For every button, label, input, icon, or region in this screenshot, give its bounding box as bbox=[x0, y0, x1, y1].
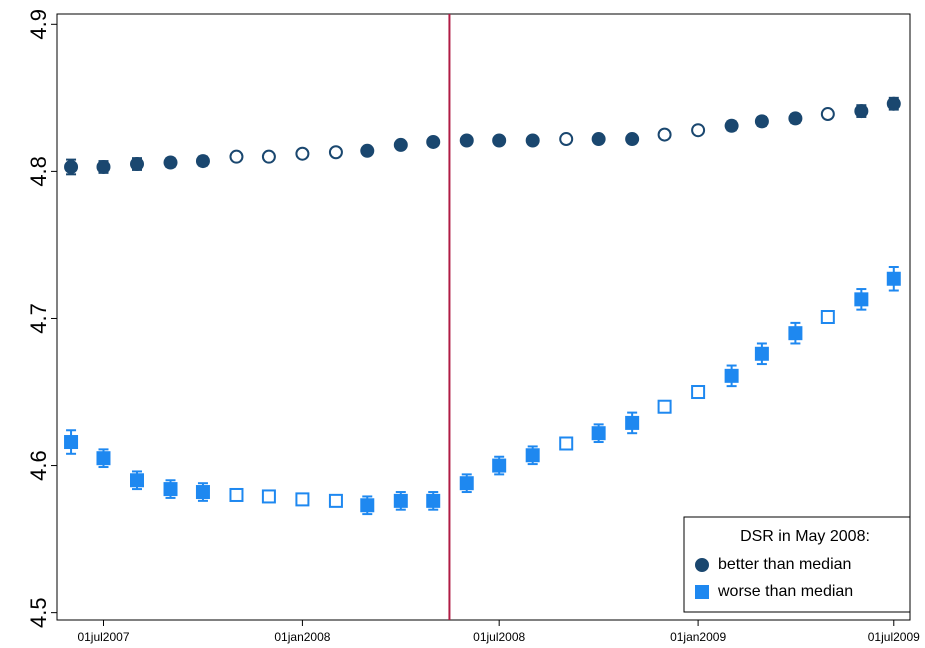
point bbox=[657, 127, 672, 142]
point bbox=[426, 493, 441, 508]
point bbox=[559, 132, 574, 147]
point bbox=[625, 415, 640, 430]
point bbox=[130, 157, 145, 172]
point bbox=[625, 132, 640, 147]
point bbox=[591, 426, 606, 441]
point bbox=[130, 473, 145, 488]
point bbox=[854, 104, 869, 119]
point bbox=[591, 132, 606, 147]
legend-box bbox=[683, 516, 911, 613]
x-tick-label: 01jul2009 bbox=[868, 630, 920, 644]
legend-label: better than median bbox=[718, 556, 851, 573]
point bbox=[328, 493, 343, 508]
y-tick-label: 4.9 bbox=[26, 9, 51, 40]
point bbox=[459, 476, 474, 491]
point bbox=[886, 96, 901, 111]
legend-title: DSR in May 2008: bbox=[740, 528, 870, 545]
point bbox=[261, 489, 276, 504]
point bbox=[195, 154, 210, 169]
plot-frame bbox=[56, 13, 911, 621]
point bbox=[64, 159, 79, 174]
point bbox=[492, 458, 507, 473]
point bbox=[657, 399, 672, 414]
point bbox=[525, 448, 540, 463]
point bbox=[886, 271, 901, 286]
y-tick-label: 4.7 bbox=[26, 303, 51, 334]
point bbox=[691, 385, 706, 400]
point bbox=[492, 133, 507, 148]
point bbox=[229, 487, 244, 502]
point bbox=[195, 485, 210, 500]
point bbox=[788, 326, 803, 341]
point bbox=[261, 149, 276, 164]
point bbox=[328, 145, 343, 160]
y-tick-label: 4.5 bbox=[26, 597, 51, 628]
point bbox=[295, 146, 310, 161]
point bbox=[96, 451, 111, 466]
point bbox=[754, 346, 769, 361]
point bbox=[96, 159, 111, 174]
legend-marker bbox=[695, 585, 709, 599]
point bbox=[229, 149, 244, 164]
y-tick-label: 4.8 bbox=[26, 156, 51, 187]
point bbox=[754, 114, 769, 129]
point bbox=[295, 492, 310, 507]
point bbox=[525, 133, 540, 148]
point bbox=[393, 137, 408, 152]
point bbox=[360, 498, 375, 513]
point bbox=[820, 310, 835, 324]
point bbox=[854, 292, 869, 307]
x-tick-label: 01jan2008 bbox=[274, 630, 330, 644]
x-tick-label: 01jul2008 bbox=[473, 630, 525, 644]
y-tick-label: 4.6 bbox=[26, 450, 51, 481]
x-tick-label: 01jul2007 bbox=[77, 630, 129, 644]
legend-marker bbox=[695, 558, 709, 572]
point bbox=[724, 118, 739, 133]
legend-label: worse than median bbox=[717, 583, 853, 600]
point bbox=[426, 134, 441, 149]
x-tick-label: 01jan2009 bbox=[670, 630, 726, 644]
point bbox=[820, 107, 835, 122]
point bbox=[724, 368, 739, 383]
point bbox=[691, 123, 706, 138]
point bbox=[163, 155, 178, 170]
point bbox=[393, 493, 408, 508]
point bbox=[360, 143, 375, 158]
point bbox=[788, 111, 803, 126]
point bbox=[64, 435, 79, 450]
point bbox=[559, 436, 574, 451]
point bbox=[163, 482, 178, 497]
point bbox=[459, 133, 474, 148]
